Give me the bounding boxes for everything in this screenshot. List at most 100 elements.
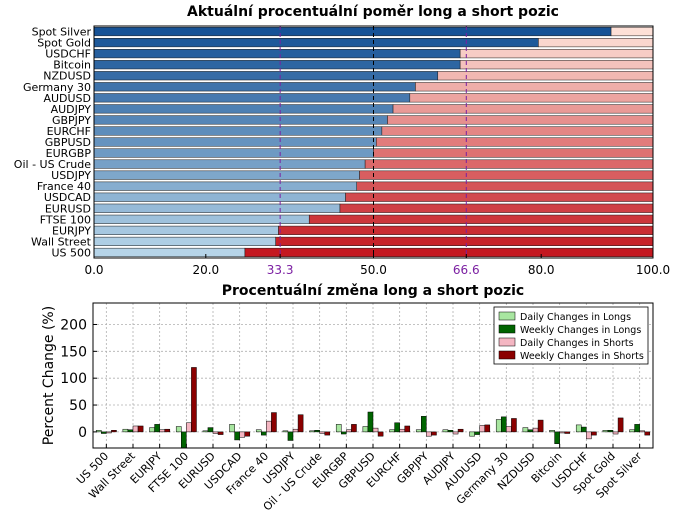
long-bar-usdcad: [93, 192, 346, 202]
bar-daily-changes-in-shorts-oil-us-crude: [319, 431, 325, 434]
short-bar-eurjpy: [278, 225, 654, 235]
long-bar-eurgbp: [93, 148, 374, 158]
short-bar-usdcad: [345, 192, 654, 202]
x-tick-label-80-0: 80.0: [528, 263, 555, 277]
legend-swatch-daily-changes-in-longs: [498, 311, 516, 321]
bar-weekly-changes-in-shorts-spot-silver: [644, 431, 651, 436]
legend-label-weekly-changes-in-shorts: Weekly Changes in Shorts: [520, 351, 644, 362]
short-bar-oil-us-crude: [364, 159, 654, 169]
bar-daily-changes-in-longs-ftse-100: [175, 426, 182, 433]
category-label-usdjpy: USDJPY: [51, 169, 91, 182]
long-bar-gbpusd: [93, 137, 377, 147]
x-tick-label-0-0: 0.0: [84, 263, 103, 277]
bar-daily-changes-in-shorts-eurjpy: [159, 429, 165, 433]
bar-weekly-changes-in-longs-usdjpy: [287, 431, 294, 441]
category-label-wall-street: Wall Street: [31, 235, 92, 248]
bar-weekly-changes-in-shorts-spot-gold: [617, 417, 624, 433]
short-bar-ftse-100: [308, 214, 654, 224]
bar-weekly-changes-in-longs-spot-silver: [634, 424, 640, 433]
bar-weekly-changes-in-longs-nzdusd: [527, 429, 534, 433]
category-label-eurchf: EURCHF: [47, 125, 91, 138]
bar-weekly-changes-in-longs-gbpjpy: [421, 416, 427, 433]
bar-weekly-changes-in-shorts-usdjpy: [297, 414, 304, 433]
bar-daily-changes-in-shorts-germany-30: [506, 426, 512, 433]
short-bar-nzdusd: [437, 71, 654, 81]
bar-weekly-changes-in-shorts-ftse-100: [191, 367, 197, 433]
bar-daily-changes-in-shorts-audusd: [479, 425, 485, 433]
bar-weekly-changes-in-shorts-eurchf: [404, 425, 411, 433]
category-label-usdcad: USDCAD: [44, 191, 91, 204]
bar-daily-changes-in-longs-gbpusd: [362, 426, 369, 433]
bar-daily-changes-in-longs-spot-silver: [629, 429, 635, 433]
bar-daily-changes-in-longs-eurgbp: [335, 424, 342, 433]
long-bar-gbpjpy: [93, 115, 388, 125]
short-bar-us-500: [244, 247, 654, 258]
category-label-audjpy: AUDJPY: [51, 103, 92, 116]
legend-label-weekly-changes-in-longs: Weekly Changes in Longs: [520, 325, 641, 336]
short-bar-france-40: [356, 181, 654, 191]
bar-daily-changes-in-shorts-nzdusd: [532, 427, 539, 433]
y-axis-label: Percent Change (%): [41, 306, 57, 445]
bar-daily-changes-in-shorts-usdjpy: [292, 428, 299, 433]
bar-daily-changes-in-shorts-gbpjpy: [426, 431, 432, 437]
bar-weekly-changes-in-longs-eurusd: [207, 427, 214, 433]
short-bar-audjpy: [392, 104, 654, 114]
bar-weekly-changes-in-shorts-eurgbp: [351, 424, 357, 433]
long-bar-eurjpy: [93, 225, 279, 235]
category-label-spot-gold: Spot Gold: [37, 37, 91, 50]
chart-title-top: Aktuální procentuální poměr long a short…: [187, 4, 559, 20]
y-tick-label-150: 150: [60, 344, 87, 360]
legend-label-daily-changes-in-shorts: Daily Changes in Shorts: [520, 338, 634, 349]
bar-daily-changes-in-longs-wall-street: [122, 428, 129, 433]
bar-daily-changes-in-shorts-gbpusd: [372, 427, 379, 433]
category-label-eurusd: EURUSD: [45, 202, 91, 215]
bar-daily-changes-in-shorts-us-500: [106, 431, 112, 434]
bar-daily-changes-in-shorts-france-40: [266, 420, 272, 433]
long-bar-us-500: [93, 247, 246, 258]
bar-daily-changes-in-longs-us-500: [95, 430, 102, 433]
legend-swatch-weekly-changes-in-longs: [498, 324, 516, 334]
category-label-germany-30: Germany 30: [23, 81, 91, 94]
category-label-us-500: US 500: [51, 246, 91, 259]
long-bar-usdjpy: [93, 170, 360, 180]
bar-daily-changes-in-longs-audjpy: [442, 429, 449, 433]
bar-weekly-changes-in-longs-germany-30: [501, 416, 507, 433]
bar-weekly-changes-in-shorts-oil-us-crude: [324, 431, 331, 436]
short-bar-eurchf: [381, 126, 654, 136]
legend-label-daily-changes-in-longs: Daily Changes in Longs: [520, 312, 631, 323]
x-tick-label-100-0: 100.0: [636, 263, 670, 277]
category-label-oil-us-crude: Oil - US Crude: [14, 158, 91, 171]
long-bar-wall-street: [93, 236, 276, 246]
category-label-spot-silver: Spot Silver: [32, 26, 92, 39]
bar-daily-changes-in-longs-nzdusd: [522, 427, 529, 433]
legend-box: [493, 306, 649, 365]
short-bar-gbpjpy: [387, 115, 654, 125]
bar-weekly-changes-in-longs-spot-gold: [607, 430, 614, 433]
bar-weekly-changes-in-longs-us-500: [101, 431, 107, 434]
bar-daily-changes-in-longs-audusd: [469, 431, 475, 437]
bar-daily-changes-in-longs-eurchf: [389, 429, 395, 433]
bar-weekly-changes-in-longs-eurchf: [394, 422, 400, 433]
bar-weekly-changes-in-shorts-usdchf: [591, 431, 597, 436]
bar-weekly-changes-in-longs-gbpusd: [367, 411, 374, 433]
bar-weekly-changes-in-longs-oil-us-crude: [314, 430, 320, 433]
bar-weekly-changes-in-longs-wall-street: [127, 429, 134, 433]
legend-swatch-daily-changes-in-shorts: [498, 337, 516, 347]
bar-daily-changes-in-shorts-usdchf: [586, 431, 592, 440]
bar-daily-changes-in-longs-germany-30: [495, 419, 502, 433]
category-label-gbpusd: GBPUSD: [45, 136, 91, 149]
bar-daily-changes-in-shorts-eurusd: [212, 431, 219, 434]
bar-daily-changes-in-shorts-usdcad: [239, 431, 245, 438]
bar-daily-changes-in-shorts-eurgbp: [346, 429, 352, 433]
bar-weekly-changes-in-longs-audjpy: [447, 430, 454, 433]
bar-weekly-changes-in-longs-eurgbp: [341, 431, 347, 435]
long-bar-usdchf: [93, 49, 461, 59]
long-bar-eurchf: [93, 126, 383, 136]
bar-weekly-changes-in-shorts-france-40: [271, 412, 277, 433]
bar-daily-changes-in-longs-eurusd: [202, 430, 209, 433]
x-tick-label-33-3: 33.3: [267, 263, 294, 277]
bar-daily-changes-in-longs-france-40: [255, 429, 262, 433]
long-bar-oil-us-crude: [93, 159, 366, 169]
